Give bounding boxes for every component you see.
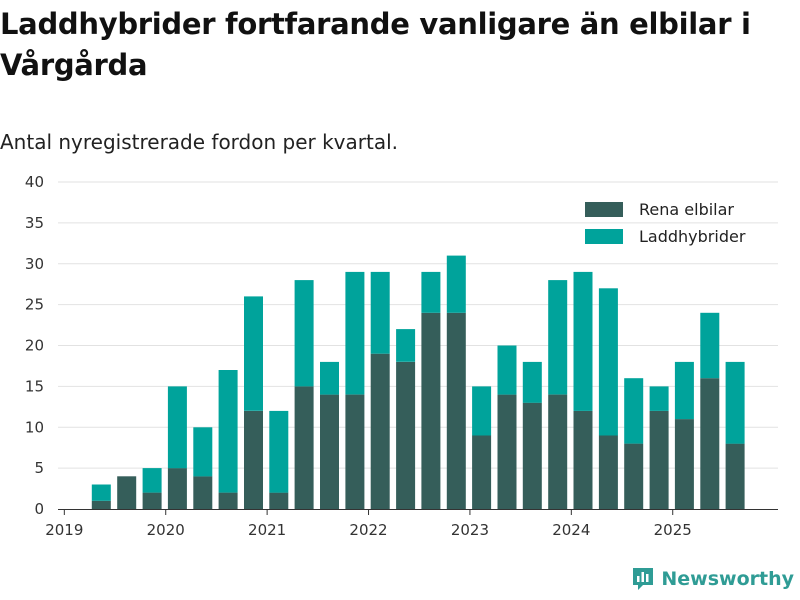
bar-laddhybrider (167, 386, 187, 469)
bar-rena-elbilar (117, 476, 137, 509)
bar-rena-elbilar (421, 312, 441, 509)
y-tick-label: 20 (25, 337, 44, 355)
bar-laddhybrider (573, 271, 593, 411)
bar-laddhybrider (497, 345, 517, 395)
bar-laddhybrider (193, 427, 213, 477)
bar-laddhybrider (91, 484, 111, 501)
bar-rena-elbilar (674, 419, 694, 509)
bar-rena-elbilar (548, 394, 568, 509)
x-tick-label: 2022 (349, 521, 387, 539)
y-tick-label: 5 (34, 459, 44, 477)
y-tick-label: 30 (25, 255, 44, 273)
x-tick-label: 2023 (451, 521, 489, 539)
bar-laddhybrider (548, 280, 568, 395)
x-tick-label: 2019 (45, 521, 83, 539)
bar-rena-elbilar (269, 492, 289, 509)
bar-rena-elbilar (294, 386, 314, 509)
bar-rena-elbilar (624, 443, 644, 509)
gridlines (58, 181, 778, 469)
bar-rena-elbilar (91, 500, 111, 509)
x-tick-label: 2024 (552, 521, 590, 539)
bar-rena-elbilar (193, 476, 213, 509)
bar-chart-logo-icon (633, 568, 654, 590)
bar-laddhybrider (269, 410, 289, 493)
bar-laddhybrider (725, 361, 745, 444)
legend-label-laddhybrider: Laddhybrider (639, 227, 746, 246)
bar-laddhybrider (598, 288, 618, 436)
bar-rena-elbilar (446, 312, 466, 509)
y-tick-label: 35 (25, 214, 44, 232)
bar-laddhybrider (142, 468, 162, 493)
bar-laddhybrider (649, 386, 669, 411)
bar-laddhybrider (624, 378, 644, 444)
bar-rena-elbilar (244, 410, 263, 509)
bar-rena-elbilar (320, 394, 339, 509)
bar-laddhybrider (244, 296, 263, 411)
bar-laddhybrider (218, 370, 238, 493)
bar-rena-elbilar (649, 410, 669, 509)
y-tick-label: 10 (25, 418, 44, 436)
bar-rena-elbilar (142, 492, 162, 509)
bar-laddhybrider (320, 361, 339, 395)
y-tick-label: 15 (25, 377, 44, 395)
x-tick-label: 2025 (654, 521, 692, 539)
brand-logo: Newsworthy (631, 566, 794, 592)
bars (91, 255, 745, 509)
chart-subtitle: Antal nyregistrerade fordon per kvartal. (0, 130, 399, 154)
legend-label-rena-elbilar: Rena elbilar (639, 200, 734, 219)
y-tick-label: 40 (25, 173, 44, 191)
bar-laddhybrider (446, 255, 466, 313)
bar-rena-elbilar (700, 378, 720, 509)
bar-rena-elbilar (396, 361, 416, 509)
bar-rena-elbilar (522, 402, 542, 509)
bar-rena-elbilar (573, 410, 593, 509)
bar-laddhybrider (294, 280, 314, 387)
legend-swatch-rena-elbilar (585, 202, 623, 217)
chart-title: Laddhybrider fortfarande vanligare än el… (0, 7, 751, 82)
bar-rena-elbilar (345, 394, 365, 509)
bar-rena-elbilar (472, 435, 492, 509)
legend-swatch-laddhybrider (585, 229, 623, 244)
bar-rena-elbilar (218, 492, 238, 509)
bar-laddhybrider (522, 361, 542, 403)
x-tick-label: 2020 (147, 521, 185, 539)
bar-laddhybrider (396, 329, 416, 362)
y-tick-label: 25 (25, 296, 44, 314)
x-tick-label: 2021 (248, 521, 286, 539)
bar-rena-elbilar (167, 468, 187, 509)
bar-rena-elbilar (598, 435, 618, 509)
bar-laddhybrider (674, 361, 694, 420)
brand-name: Newsworthy (661, 568, 794, 590)
bar-rena-elbilar (370, 353, 390, 509)
y-tick-label: 0 (34, 500, 44, 518)
bar-rena-elbilar (497, 394, 517, 509)
bar-laddhybrider (345, 271, 365, 395)
bar-laddhybrider (472, 386, 492, 436)
bar-laddhybrider (700, 312, 720, 379)
bar-laddhybrider (370, 271, 390, 354)
bar-rena-elbilar (725, 443, 745, 509)
legend: Rena elbilar Laddhybrider (585, 200, 746, 246)
bar-laddhybrider (421, 271, 441, 313)
